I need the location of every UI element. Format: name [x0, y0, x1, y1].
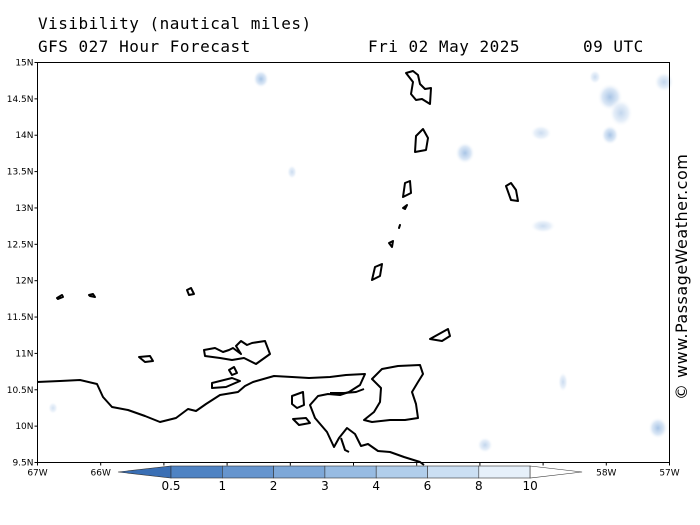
forecast-date: Fri 02 May 2025 [368, 37, 520, 56]
colorbar-label: 0.5 [161, 479, 180, 493]
lat-tick-label: 15N [15, 59, 33, 69]
map-frame [37, 62, 670, 463]
lon-tick-label: 58W [596, 469, 616, 479]
visibility-patches [48, 70, 674, 453]
watermark: © www.PassageWeather.com [672, 153, 691, 400]
lat-tick-label: 10.5N [7, 386, 34, 396]
colorbar-segment [170, 465, 223, 479]
lat-tick-label: 12N [15, 277, 33, 287]
colorbar-label: 4 [372, 479, 380, 493]
colorbar-label: 3 [321, 479, 329, 493]
lat-tick-label: 10N [15, 422, 33, 432]
colorbar-segment [324, 465, 377, 479]
colorbar-low-arrow [117, 465, 172, 479]
lon-tick-label: 67W [27, 469, 47, 479]
lat-tick-label: 11N [15, 349, 33, 359]
lat-tick-label: 13.5N [7, 168, 34, 178]
forecast-time: 09 UTC [583, 37, 644, 56]
colorbar-high-arrow [529, 465, 583, 479]
colorbar-segment [273, 465, 326, 479]
colorbar: 0.5 1 2 3 4 6 8 10 [117, 465, 583, 493]
colorbar-label: 8 [475, 479, 483, 493]
lat-tick-label: 14.5N [7, 95, 34, 105]
map-title: Visibility (nautical miles) [38, 14, 312, 33]
lon-tick-label: 66W [91, 469, 111, 479]
lat-tick-label: 13N [15, 204, 33, 214]
lat-tick-label: 14N [15, 131, 33, 141]
forecast-label: GFS 027 Hour Forecast [38, 37, 251, 56]
colorbar-label: 10 [522, 479, 537, 493]
colorbar-segment [375, 465, 428, 479]
colorbar-segment [427, 465, 480, 479]
colorbar-label: 1 [218, 479, 226, 493]
lat-tick-label: 9.5N [12, 459, 33, 469]
colorbar-segment [222, 465, 274, 479]
colorbar-label: 6 [424, 479, 432, 493]
lon-tick-label: 57W [659, 469, 679, 479]
colorbar-segment [478, 465, 531, 479]
lat-tick-label: 11.5N [7, 313, 34, 323]
coastlines [36, 70, 519, 466]
latitude-axis: 9.5N 10N 10.5N 11N 11.5N 12N 12.5N 13N 13.5N 14N 1… [7, 59, 38, 469]
lat-tick-label: 12.5N [7, 240, 34, 250]
colorbar-label: 2 [270, 479, 278, 493]
